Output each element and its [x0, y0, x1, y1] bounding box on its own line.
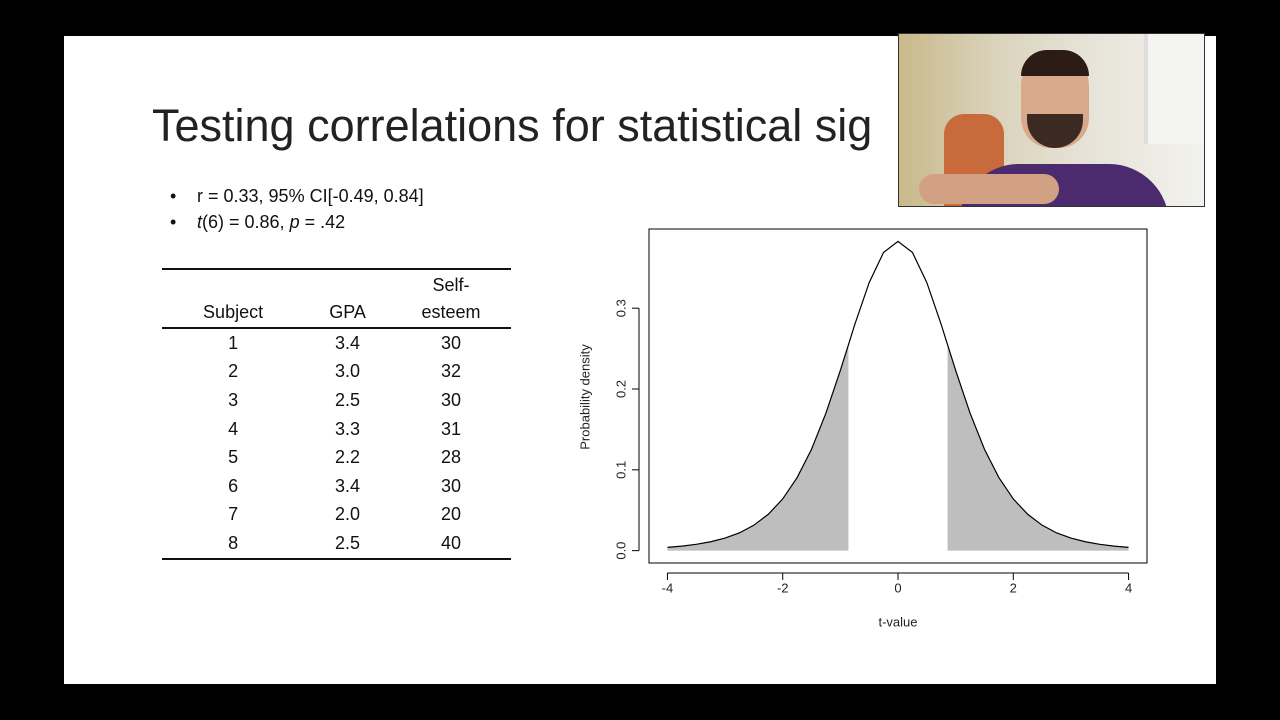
bullet-text: t [197, 212, 203, 232]
column-header: Subject [162, 268, 305, 329]
table-cell: 2 [228, 361, 239, 382]
x-axis-label: t-value [878, 614, 917, 629]
table-row: 5 2.2 28 [162, 443, 511, 472]
window [1144, 34, 1204, 144]
table-cell: 28 [440, 447, 462, 468]
table-cell: 4 [228, 418, 239, 439]
shaded-area [667, 344, 849, 551]
bullet: t(6) = 0.86, p = .42 [170, 212, 424, 238]
slide-title: Testing correlations for statistical sig [152, 100, 873, 151]
table-cell: 8 [162, 529, 305, 560]
table-row: 2 3.0 32 [162, 358, 511, 387]
y-tick-label: 0.0 [613, 542, 628, 560]
bullet: r = 0.33, 95% CI[-0.49, 0.84] [170, 186, 424, 212]
table-cell: 3.4 [335, 475, 361, 496]
y-tick-label: 0.2 [613, 380, 628, 398]
y-tick-label: 0.3 [613, 299, 628, 317]
plot-frame [648, 228, 1148, 564]
table-cell: 3 [228, 389, 239, 410]
table-cell: 30 [440, 389, 462, 410]
bullet-text: = .42 [299, 212, 346, 232]
x-tick-label: -4 [662, 580, 674, 595]
table-header: Subject GPA Self-esteem [162, 268, 511, 329]
person-hands [919, 174, 1059, 204]
column-header: GPA [304, 268, 391, 329]
y-axis-label: Probability density [577, 344, 592, 450]
data-table: Subject GPA Self-esteem 1 3.4 30 2 3.0 32 3 2.5 30 4… [162, 268, 511, 560]
table-row: 4 3.3 31 [162, 415, 511, 444]
table-cell: 5 [228, 447, 239, 468]
x-tick-label: 2 [1010, 580, 1017, 595]
x-tick-label: -2 [777, 580, 789, 595]
table-cell: 2.0 [335, 504, 361, 525]
x-tick-label: 0 [894, 580, 901, 595]
table-cell: 7 [228, 504, 239, 525]
table-row: 3 2.5 30 [162, 386, 511, 415]
table-body: 1 3.4 30 2 3.0 32 3 2.5 30 4 3.3 31 5 2.2 28 6 3.4 30 7 2.0… [162, 328, 511, 560]
table-cell: 2.5 [304, 529, 391, 560]
x-tick-label: 4 [1125, 580, 1132, 595]
table-cell: 32 [440, 361, 462, 382]
table-cell: 20 [440, 504, 462, 525]
table-cell: 3.4 [335, 332, 361, 353]
bullet-text: r = 0.33, 95% CI[-0.49, 0.84] [197, 186, 424, 206]
webcam-feed [898, 33, 1205, 207]
y-tick-label: 0.1 [613, 461, 628, 479]
table-row: 8 2.5 40 [162, 529, 511, 560]
bullet-list: r = 0.33, 95% CI[-0.49, 0.84] t(6) = 0.86… [170, 186, 424, 238]
table-cell: 2.2 [335, 447, 361, 468]
bullet-text: p [289, 212, 300, 232]
bullet-text: (6) = 0.86, [202, 212, 290, 232]
table-cell: 3.3 [335, 418, 361, 439]
table-cell: 30 [440, 332, 462, 353]
density-line [667, 240, 1129, 549]
shaded-area [947, 344, 1129, 551]
table-cell: 2.5 [335, 389, 361, 410]
table-cell: 6 [228, 475, 239, 496]
table-row: 7 2.0 20 [162, 501, 511, 530]
person-hair [1021, 50, 1089, 76]
table-row: 6 3.4 30 [162, 472, 511, 501]
column-header: Self-esteem [391, 268, 511, 329]
table-cell: 1 [228, 332, 239, 353]
table-cell: 40 [391, 529, 511, 560]
table-cell: 31 [440, 418, 462, 439]
table-row: 1 3.4 30 [162, 328, 511, 358]
table-cell: 30 [440, 475, 462, 496]
table-cell: 3.0 [335, 361, 361, 382]
